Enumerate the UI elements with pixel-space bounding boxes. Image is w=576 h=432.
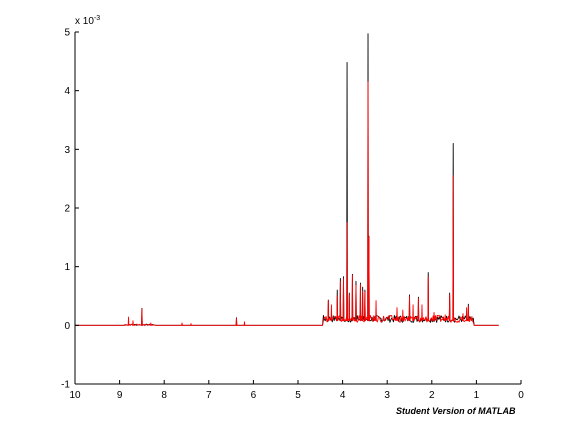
x-tick-label-1: 9 [117, 390, 123, 401]
series-layer [75, 33, 499, 326]
y-exponent-power: -3 [94, 15, 100, 22]
x-tick-label-6: 4 [340, 390, 346, 401]
y-tick-label-6: 5 [64, 28, 70, 39]
x-tick-label-2: 8 [161, 390, 167, 401]
x-tick-label-9: 1 [474, 390, 480, 401]
y-tick-label-3: 2 [64, 204, 70, 215]
x-tick-label-7: 3 [384, 390, 390, 401]
x-tick-label-3: 7 [206, 390, 212, 401]
y-exponent-label: x 10-3 [75, 15, 100, 27]
plot-area [75, 32, 521, 384]
plot-background [75, 32, 521, 384]
series-line-1 [75, 81, 499, 326]
y-tick-label-5: 4 [64, 86, 70, 97]
x-tick-label-4: 6 [251, 390, 257, 401]
x-tick-label-0: 10 [69, 390, 81, 401]
y-tick-label-2: 1 [64, 262, 70, 273]
y-tick-label-1: 0 [64, 321, 70, 332]
x-tick-label-5: 5 [295, 390, 301, 401]
x-tick-label-8: 2 [429, 390, 435, 401]
y-tick-label-0: -1 [61, 380, 70, 391]
student-version-watermark: Student Version of MATLAB [396, 406, 516, 416]
x-tick-label-10: 0 [518, 390, 524, 401]
y-tick-label-4: 3 [64, 145, 70, 156]
